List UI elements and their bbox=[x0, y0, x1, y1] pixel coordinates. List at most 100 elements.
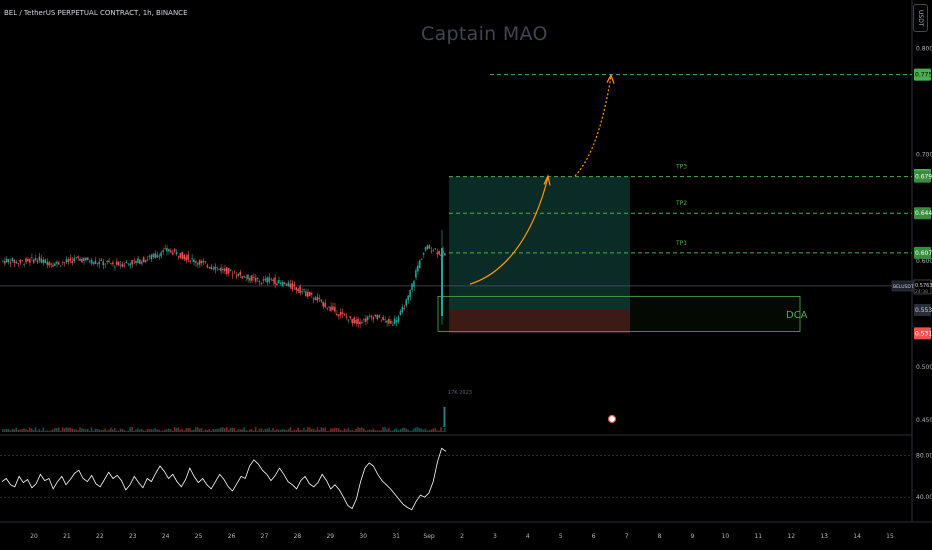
candle-body bbox=[239, 272, 241, 275]
candle-body bbox=[274, 277, 276, 285]
candle-body bbox=[247, 274, 249, 280]
volume-bar bbox=[405, 428, 407, 432]
candle-body bbox=[204, 261, 207, 263]
candle-body bbox=[436, 252, 438, 255]
candle-body bbox=[432, 250, 435, 252]
time-tick-label: 8 bbox=[658, 533, 662, 540]
volume-bar bbox=[196, 427, 199, 432]
time-tick-label: 14 bbox=[853, 533, 861, 540]
volume-bar bbox=[254, 427, 257, 432]
volume-bar bbox=[312, 428, 315, 432]
volume-bar bbox=[299, 430, 301, 432]
volume-bar bbox=[264, 428, 267, 432]
candle-body bbox=[42, 259, 45, 263]
candle-body bbox=[133, 259, 135, 261]
projection-arrow-dotted-head bbox=[606, 73, 615, 84]
volume-bar bbox=[125, 430, 128, 432]
candle-body bbox=[222, 268, 224, 271]
volume-bar bbox=[65, 427, 68, 432]
candle-body bbox=[305, 291, 307, 297]
volume-bar bbox=[303, 427, 305, 432]
candle-body bbox=[108, 260, 110, 263]
candle-body bbox=[181, 251, 184, 259]
candle-body bbox=[291, 283, 294, 290]
candle-body bbox=[113, 266, 116, 268]
volume-bar bbox=[380, 430, 382, 432]
volume-bar bbox=[75, 429, 77, 432]
candle-body bbox=[229, 269, 232, 271]
volume-bar bbox=[164, 429, 166, 432]
volume-bar bbox=[442, 430, 444, 432]
volume-bar bbox=[168, 428, 170, 432]
volume-bar bbox=[86, 429, 89, 432]
candle-body bbox=[281, 281, 284, 287]
volume-bar bbox=[252, 430, 255, 432]
candle-body bbox=[29, 259, 31, 263]
candle-body bbox=[324, 303, 326, 308]
volume-bar bbox=[364, 430, 367, 432]
volume-bar bbox=[183, 430, 185, 432]
candle-body bbox=[121, 263, 124, 267]
volume-bar bbox=[48, 430, 50, 432]
volume-bar bbox=[418, 428, 421, 432]
volume-bar bbox=[324, 427, 326, 432]
target-note-tp1: TP1 bbox=[675, 240, 687, 247]
currency-badge[interactable]: USDT bbox=[913, 4, 928, 32]
candle-body bbox=[164, 248, 166, 250]
candle-body bbox=[314, 297, 317, 301]
volume-bar bbox=[121, 429, 124, 432]
time-tick-label: 24 bbox=[162, 533, 170, 540]
candle-body bbox=[366, 316, 369, 321]
time-tick-label: 6 bbox=[592, 533, 596, 540]
candle-body bbox=[117, 261, 120, 266]
candle-body bbox=[372, 317, 375, 320]
candle-body bbox=[382, 316, 384, 320]
candle-body bbox=[322, 301, 324, 307]
volume-bar bbox=[15, 427, 18, 432]
volume-bar bbox=[210, 430, 213, 432]
volume-bar bbox=[171, 430, 174, 432]
volume-bar bbox=[276, 429, 278, 432]
volume-bar bbox=[166, 429, 168, 432]
candle-body bbox=[424, 247, 427, 251]
volume-bar bbox=[384, 427, 386, 432]
candle-body bbox=[48, 262, 50, 266]
candle-body bbox=[299, 286, 301, 294]
candle-body bbox=[320, 299, 323, 302]
volume-bar bbox=[411, 430, 413, 432]
volume-bar bbox=[368, 429, 371, 432]
candle-body bbox=[189, 261, 191, 262]
candle-body bbox=[218, 268, 220, 270]
volume-bar bbox=[314, 429, 317, 432]
volume-bar bbox=[351, 430, 353, 432]
candle-body bbox=[256, 278, 259, 280]
volume-bar bbox=[204, 429, 207, 432]
volume-bar bbox=[206, 430, 209, 432]
candle-body bbox=[214, 266, 216, 270]
candle-body bbox=[370, 315, 373, 317]
volume-bar bbox=[13, 429, 16, 432]
price-tag-entry: 0.5537 bbox=[915, 307, 932, 314]
volume-bar bbox=[355, 428, 357, 432]
volume-bar bbox=[202, 430, 205, 432]
volume-bar bbox=[378, 430, 380, 432]
candle-body bbox=[73, 258, 75, 262]
volume-bar bbox=[25, 429, 27, 432]
volume-bar bbox=[131, 427, 133, 432]
price-tag-stop: 0.5316 bbox=[915, 330, 932, 337]
candle-body bbox=[160, 252, 162, 257]
candle-body bbox=[5, 258, 8, 263]
candle-body bbox=[278, 279, 280, 284]
candle-body bbox=[81, 258, 83, 263]
candle-body bbox=[326, 307, 328, 309]
volume-bar bbox=[115, 430, 118, 432]
candle-body bbox=[154, 253, 157, 258]
volume-bar bbox=[158, 429, 160, 432]
volume-bar bbox=[79, 427, 81, 432]
volume-bar bbox=[395, 428, 398, 432]
volume-bar bbox=[71, 428, 74, 432]
candle-body bbox=[343, 314, 346, 316]
candle-body bbox=[362, 319, 365, 320]
candle-body bbox=[15, 261, 18, 264]
